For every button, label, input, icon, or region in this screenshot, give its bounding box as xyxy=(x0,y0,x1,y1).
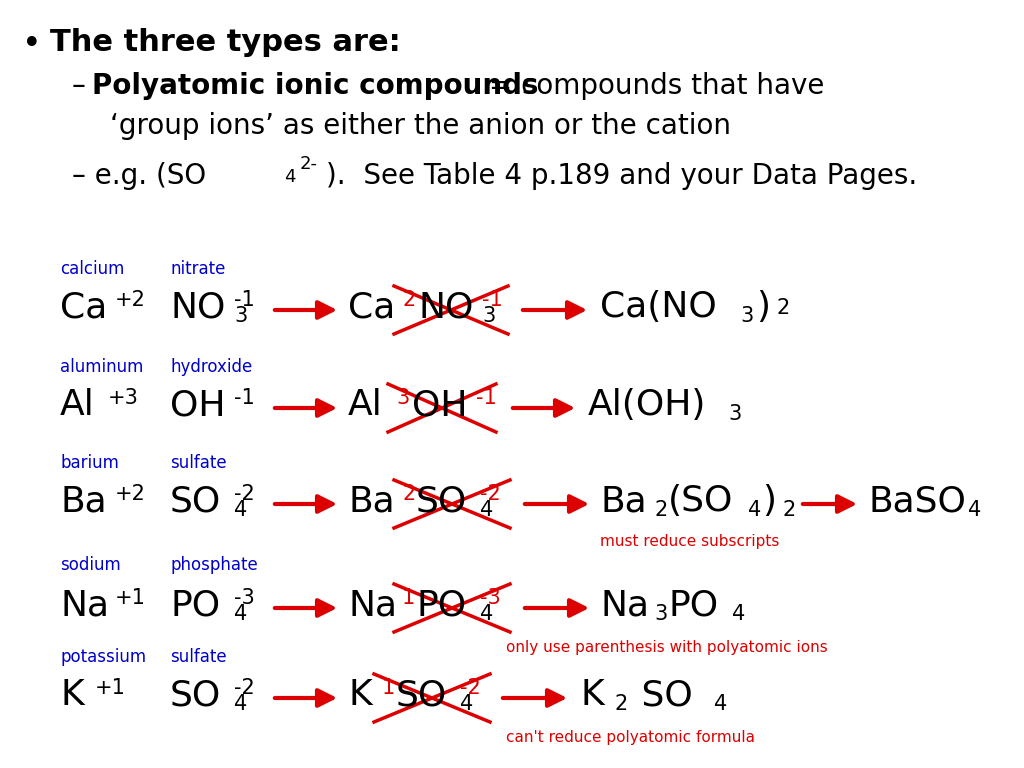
Text: K: K xyxy=(580,678,604,712)
Text: calcium: calcium xyxy=(60,260,124,278)
Text: SO: SO xyxy=(630,678,693,712)
Text: Ba: Ba xyxy=(348,484,394,518)
Text: 2: 2 xyxy=(782,500,796,520)
Text: 4: 4 xyxy=(480,500,494,520)
Text: -3: -3 xyxy=(234,588,255,608)
Text: NO: NO xyxy=(170,290,225,324)
Text: Al: Al xyxy=(348,388,383,422)
Text: 4: 4 xyxy=(284,168,296,186)
Text: ).  See Table 4 p.189 and your Data Pages.: ). See Table 4 p.189 and your Data Pages… xyxy=(326,162,918,190)
Text: 4: 4 xyxy=(968,500,981,520)
Text: 4: 4 xyxy=(480,604,494,624)
Text: Na: Na xyxy=(60,588,109,622)
Text: -3: -3 xyxy=(480,588,501,608)
Text: phosphate: phosphate xyxy=(170,556,258,574)
Text: 3: 3 xyxy=(396,388,410,408)
Text: -1: -1 xyxy=(476,388,497,408)
Text: PO: PO xyxy=(170,588,220,622)
Text: 3: 3 xyxy=(234,306,247,326)
Text: Ca: Ca xyxy=(348,290,395,324)
Text: (SO: (SO xyxy=(668,484,733,518)
Text: 3: 3 xyxy=(482,306,496,326)
Text: sulfate: sulfate xyxy=(170,648,226,666)
Text: Ca: Ca xyxy=(60,290,108,324)
Text: 2: 2 xyxy=(654,500,668,520)
Text: Na: Na xyxy=(348,588,397,622)
Text: OH: OH xyxy=(412,388,468,422)
Text: Ba: Ba xyxy=(600,484,646,518)
Text: 2-: 2- xyxy=(300,155,318,173)
Text: +2: +2 xyxy=(115,484,145,504)
Text: sodium: sodium xyxy=(60,556,121,574)
Text: 3: 3 xyxy=(728,404,741,424)
Text: +3: +3 xyxy=(108,388,139,408)
Text: -1: -1 xyxy=(234,290,255,310)
Text: Na: Na xyxy=(600,588,649,622)
Text: 3: 3 xyxy=(740,306,754,326)
Text: -2: -2 xyxy=(234,678,255,698)
Text: 2: 2 xyxy=(614,694,628,714)
Text: Al: Al xyxy=(60,388,95,422)
Text: +2: +2 xyxy=(115,290,145,310)
Text: 2: 2 xyxy=(776,298,790,318)
Text: 1: 1 xyxy=(402,588,416,608)
Text: 4: 4 xyxy=(234,694,247,714)
Text: only use parenthesis with polyatomic ions: only use parenthesis with polyatomic ion… xyxy=(506,640,827,655)
Text: 3: 3 xyxy=(654,604,668,624)
Text: nitrate: nitrate xyxy=(170,260,225,278)
Text: hydroxide: hydroxide xyxy=(170,358,252,376)
Text: -2: -2 xyxy=(480,484,501,504)
Text: –: – xyxy=(72,72,95,100)
Text: Al(OH): Al(OH) xyxy=(588,388,707,422)
Text: 4: 4 xyxy=(234,500,247,520)
Text: can't reduce polyatomic formula: can't reduce polyatomic formula xyxy=(506,730,755,745)
Text: aluminum: aluminum xyxy=(60,358,143,376)
Text: 1: 1 xyxy=(382,678,395,698)
Text: ): ) xyxy=(756,290,770,324)
Text: -1: -1 xyxy=(482,290,503,310)
Text: K: K xyxy=(348,678,372,712)
Text: – e.g. (SO: – e.g. (SO xyxy=(72,162,206,190)
Text: 4: 4 xyxy=(714,694,727,714)
Text: +1: +1 xyxy=(115,588,145,608)
Text: •: • xyxy=(22,28,42,61)
Text: 4: 4 xyxy=(460,694,473,714)
Text: SO: SO xyxy=(170,678,221,712)
Text: -2: -2 xyxy=(460,678,480,698)
Text: = compounds that have: = compounds that have xyxy=(480,72,824,100)
Text: -1: -1 xyxy=(234,388,255,408)
Text: 4: 4 xyxy=(234,604,247,624)
Text: Ca(NO: Ca(NO xyxy=(600,290,717,324)
Text: barium: barium xyxy=(60,454,119,472)
Text: 4: 4 xyxy=(732,604,745,624)
Text: Ba: Ba xyxy=(60,484,106,518)
Text: SO: SO xyxy=(396,678,447,712)
Text: 4: 4 xyxy=(748,500,761,520)
Text: 2: 2 xyxy=(402,484,416,504)
Text: ‘group ions’ as either the anion or the cation: ‘group ions’ as either the anion or the … xyxy=(110,112,731,140)
Text: K: K xyxy=(60,678,84,712)
Text: PO: PO xyxy=(668,588,718,622)
Text: must reduce subscripts: must reduce subscripts xyxy=(600,534,779,549)
Text: sulfate: sulfate xyxy=(170,454,226,472)
Text: BaSO: BaSO xyxy=(868,484,966,518)
Text: ): ) xyxy=(762,484,776,518)
Text: -2: -2 xyxy=(234,484,255,504)
Text: +1: +1 xyxy=(95,678,126,698)
Text: NO: NO xyxy=(418,290,473,324)
Text: The three types are:: The three types are: xyxy=(50,28,400,57)
Text: SO: SO xyxy=(416,484,467,518)
Text: OH: OH xyxy=(170,388,225,422)
Text: 2: 2 xyxy=(402,290,416,310)
Text: PO: PO xyxy=(416,588,466,622)
Text: potassium: potassium xyxy=(60,648,146,666)
Text: SO: SO xyxy=(170,484,221,518)
Text: Polyatomic ionic compounds: Polyatomic ionic compounds xyxy=(92,72,539,100)
